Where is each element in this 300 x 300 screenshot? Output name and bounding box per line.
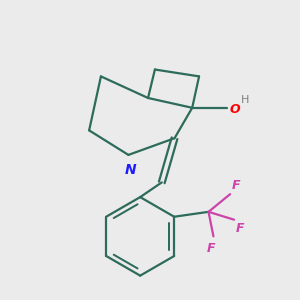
- Text: O: O: [230, 103, 240, 116]
- Text: F: F: [232, 179, 241, 192]
- Text: F: F: [236, 222, 244, 235]
- Text: N: N: [124, 163, 136, 177]
- Text: F: F: [207, 242, 216, 255]
- Text: H: H: [241, 95, 250, 105]
